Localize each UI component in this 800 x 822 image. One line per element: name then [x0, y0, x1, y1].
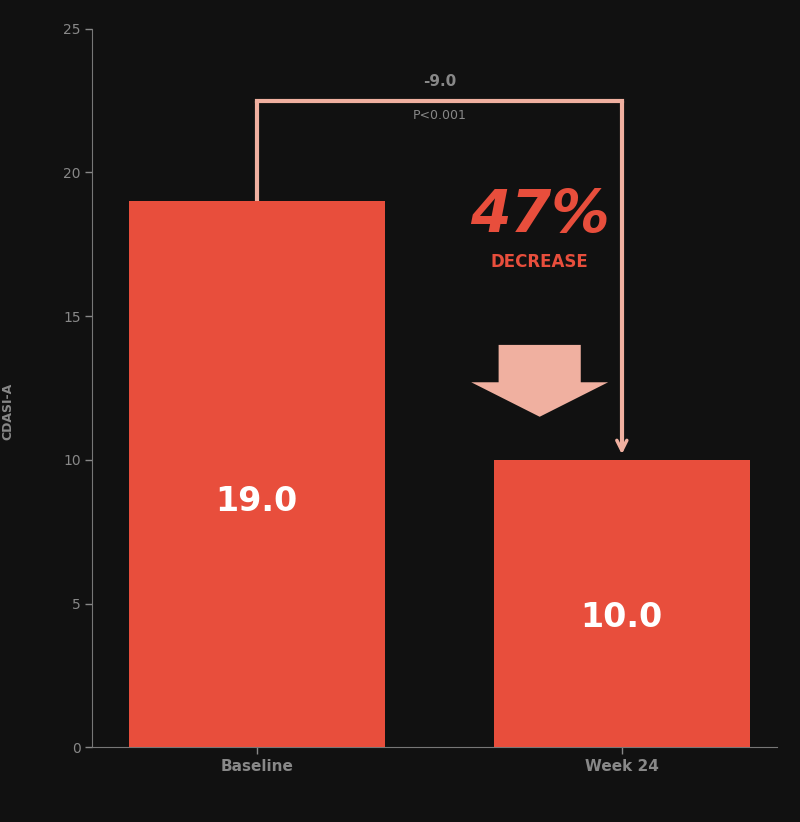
Text: 47%: 47% — [470, 187, 610, 244]
Text: 19.0: 19.0 — [216, 485, 298, 518]
Bar — [494, 459, 750, 747]
Polygon shape — [471, 345, 608, 417]
Text: DECREASE: DECREASE — [491, 253, 589, 271]
Bar — [129, 201, 385, 747]
Text: P<0.001: P<0.001 — [412, 109, 466, 122]
Text: -9.0: -9.0 — [422, 74, 456, 89]
Text: 10.0: 10.0 — [581, 602, 663, 635]
Text: CDASI-A: CDASI-A — [2, 382, 14, 440]
